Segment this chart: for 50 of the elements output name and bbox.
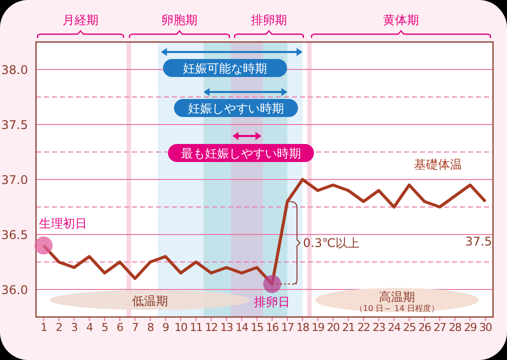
x-tick-label: 2: [56, 320, 62, 334]
annotation: 生理初日: [39, 216, 87, 230]
x-tick-label: 27: [433, 320, 447, 334]
x-tick-label: 25: [403, 320, 416, 334]
annotation: 高温期: [379, 290, 415, 304]
x-tick-label: 16: [266, 320, 280, 334]
text: 卵胞期: [162, 13, 198, 27]
x-tick-label: 28: [448, 320, 462, 334]
annotation: 低温期: [132, 294, 168, 308]
x-tick-label: 30: [479, 320, 492, 334]
x-tick-label: 1: [40, 320, 47, 334]
text: 排卵期: [251, 13, 287, 27]
x-tick-label: 18: [296, 320, 310, 334]
x-tick-label: 15: [250, 320, 264, 334]
x-tick-label: 17: [281, 320, 294, 334]
text: 黄体期: [383, 13, 419, 27]
annotation: （10 日～ 14 日程度）: [355, 304, 439, 313]
y-tick-label: 38.0: [1, 62, 28, 77]
annotation: 妊娠可能な時期: [183, 62, 267, 76]
x-tick-label: 6: [116, 320, 124, 334]
x-tick-label: 8: [147, 320, 154, 334]
series-label: 基礎体温: [414, 158, 462, 172]
x-tick-label: 12: [204, 320, 218, 334]
x-tick-label: 7: [132, 320, 139, 334]
x-tick-label: 20: [326, 320, 340, 334]
x-tick-label: 4: [86, 320, 94, 334]
x-tick-label: 24: [388, 320, 401, 334]
x-tick-label: 13: [220, 320, 234, 334]
annotation: 妊娠しやすい時期: [188, 102, 284, 116]
y-tick-label: 36.5: [1, 228, 28, 242]
x-tick-label: 23: [372, 320, 386, 334]
annotation: 37.5: [465, 234, 492, 248]
x-tick-label: 29: [464, 320, 478, 334]
y-tick-label: 37.0: [1, 172, 28, 187]
annotation: 0.3℃以上: [303, 236, 360, 250]
x-tick-label: 14: [235, 320, 249, 334]
annotation: 最も妊娠しやすい時期: [181, 146, 301, 160]
annotation: 排卵日: [254, 295, 290, 309]
x-tick-label: 10: [174, 320, 188, 334]
x-tick-label: 22: [357, 320, 370, 334]
x-tick-label: 19: [312, 320, 325, 334]
x-tick-label: 9: [162, 320, 170, 334]
y-tick-label: 37.5: [1, 118, 28, 132]
x-tick-label: 5: [101, 320, 108, 334]
x-tick-label: 21: [342, 320, 354, 334]
x-tick-label: 3: [70, 320, 78, 334]
y-tick-label: 36.0: [1, 282, 28, 297]
x-tick-label: 11: [190, 320, 202, 334]
x-tick-label: 26: [418, 320, 432, 334]
text: 月経期: [62, 13, 98, 27]
